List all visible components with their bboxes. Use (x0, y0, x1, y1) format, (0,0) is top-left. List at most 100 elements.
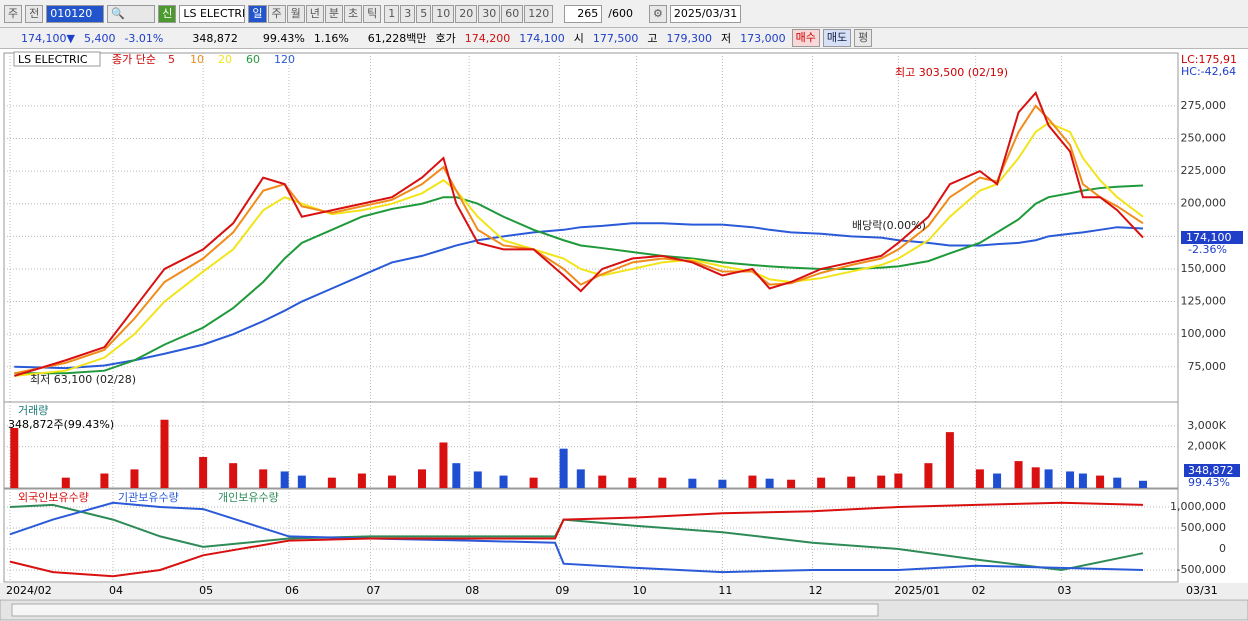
low-label: 저 (721, 32, 732, 45)
last-change: -2.36% (1188, 243, 1227, 256)
x-tick-label: 10 (633, 584, 647, 597)
toolbar-button[interactable]: 120 (524, 4, 554, 23)
count-max: /600 (608, 7, 633, 20)
volume-bar (787, 479, 796, 488)
volume-bar (1078, 473, 1087, 488)
series-line (14, 222, 1144, 370)
last-volume-box (1184, 464, 1240, 477)
chart-area: 75,000100,000125,000150,000175,000200,00… (0, 51, 1248, 621)
toolbar-button[interactable]: 일 (248, 4, 267, 23)
volume-bar (10, 428, 19, 488)
toolbar-button[interactable]: 월 (286, 4, 305, 23)
volume-bar (229, 463, 238, 488)
volume-bar (418, 469, 426, 488)
search[interactable]: 🔍 (107, 4, 156, 23)
stock-name: LS ELECTRIC (18, 53, 88, 66)
intervals: 1 3 5 10 20 30 60 120 (384, 4, 554, 23)
legend-item: 20 (218, 53, 232, 66)
end-date: 03/31 (1186, 584, 1218, 597)
volume-bar (199, 456, 208, 488)
y-tick-label: 3,000K (1187, 419, 1226, 432)
stock-name: LS ELECTRI (179, 4, 246, 23)
volume-bar (387, 475, 396, 488)
y-tick-label: 75,000 (1188, 360, 1227, 373)
ask: 174,200 (464, 31, 511, 45)
sell-button[interactable]: 매도 (822, 29, 852, 47)
x-tick-label: 11 (718, 584, 732, 597)
x-tick-label: 02 (972, 584, 986, 597)
market[interactable]: 주 (4, 4, 23, 23)
volume-bar (499, 475, 508, 488)
toolbar-button[interactable]: 3 (400, 4, 416, 23)
volume-bar (280, 471, 289, 488)
x-tick-label: 07 (367, 584, 381, 597)
series-line (14, 121, 1144, 377)
volume-bar (61, 477, 70, 488)
amount: 61,228백만 (367, 32, 427, 45)
legend-item: 10 (190, 53, 204, 66)
volume-bar (718, 479, 727, 488)
date[interactable]: 2025/03/31 (669, 4, 742, 23)
x-tick-label: 05 (199, 584, 213, 597)
prev[interactable]: 전 (25, 4, 44, 23)
code-input[interactable]: 010120 (46, 4, 105, 23)
y-tick-label: 150,000 (1181, 262, 1227, 275)
x-tick-label: 2025/01 (894, 584, 940, 597)
toolbar-button[interactable]: 20 (455, 4, 478, 23)
toolbar-button[interactable]: 주 (267, 4, 286, 23)
toolbar-button[interactable]: 분 (324, 4, 343, 23)
volume-title: 거래량 (18, 404, 48, 417)
quote-bar: 174,100▼ 5,400 -3.01% 348,872 99.43% 1.1… (0, 28, 1248, 49)
volume-bar (297, 475, 306, 488)
low: 173,000 (740, 31, 786, 45)
last-price-box (1181, 231, 1243, 244)
x-tick-label: 03 (1057, 584, 1071, 597)
series-line (14, 184, 1144, 375)
volume-bar (817, 477, 826, 488)
volume-bar (748, 475, 757, 488)
series-line (9, 503, 1144, 572)
buy-button[interactable]: 매수 (791, 29, 820, 47)
scroll-thumb[interactable] (11, 603, 879, 617)
volume-bar (473, 471, 482, 488)
volume-bar (1113, 477, 1122, 488)
x-tick-label: 04 (109, 584, 123, 597)
panel-frame (3, 488, 1179, 583)
last-ratio: 99.43% (1188, 476, 1230, 489)
tools[interactable]: ⚙ (648, 4, 667, 23)
volume-bar (160, 419, 169, 488)
volume-bar (1014, 461, 1023, 488)
toolbar-button[interactable]: 틱 (363, 4, 382, 23)
volume-bar (628, 477, 637, 488)
change: 5,400 (83, 31, 116, 45)
toolbar-button[interactable]: 5 (416, 4, 432, 23)
new-flag[interactable]: 신 (158, 4, 177, 23)
volume-bar (894, 473, 903, 488)
toolbar-button[interactable]: 1 (384, 4, 400, 23)
legend-item: 개인보유수량 (218, 491, 279, 504)
bid: 174,100 (519, 31, 565, 45)
x-tick-label: 08 (465, 584, 479, 597)
annotation: 배당락(0.00%) (852, 219, 926, 232)
toolbar-button[interactable]: 년 (305, 4, 324, 23)
avg-button[interactable]: 평 (854, 29, 873, 47)
volume-bar (924, 463, 933, 488)
volume-bar (327, 477, 336, 488)
y-tick-label: 1,000,000 (1170, 500, 1226, 513)
y-tick-label: 500,000 (1181, 521, 1227, 534)
volume-bar (1044, 469, 1053, 488)
volume-bar (439, 442, 448, 488)
toolbar-button[interactable]: 60 (501, 4, 524, 23)
annotation: 최저 63,100 (02/28) (30, 373, 136, 386)
volume-bar (529, 477, 538, 488)
toolbar-button[interactable]: 초 (344, 4, 363, 23)
volume-bar (259, 469, 268, 488)
toolbar-button[interactable]: 10 (432, 4, 455, 23)
volume-bar (688, 478, 697, 488)
volume-bar (1066, 471, 1075, 488)
count[interactable]: 265 (564, 4, 603, 23)
toolbar-button[interactable]: 30 (478, 4, 501, 23)
y-tick-label: -500,000 (1177, 563, 1226, 576)
y-tick-label: 200,000 (1181, 197, 1227, 210)
